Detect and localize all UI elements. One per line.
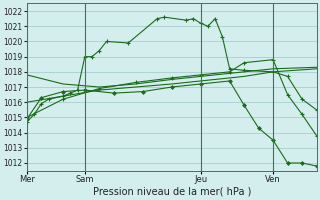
X-axis label: Pression niveau de la mer( hPa ): Pression niveau de la mer( hPa ) [92, 187, 251, 197]
